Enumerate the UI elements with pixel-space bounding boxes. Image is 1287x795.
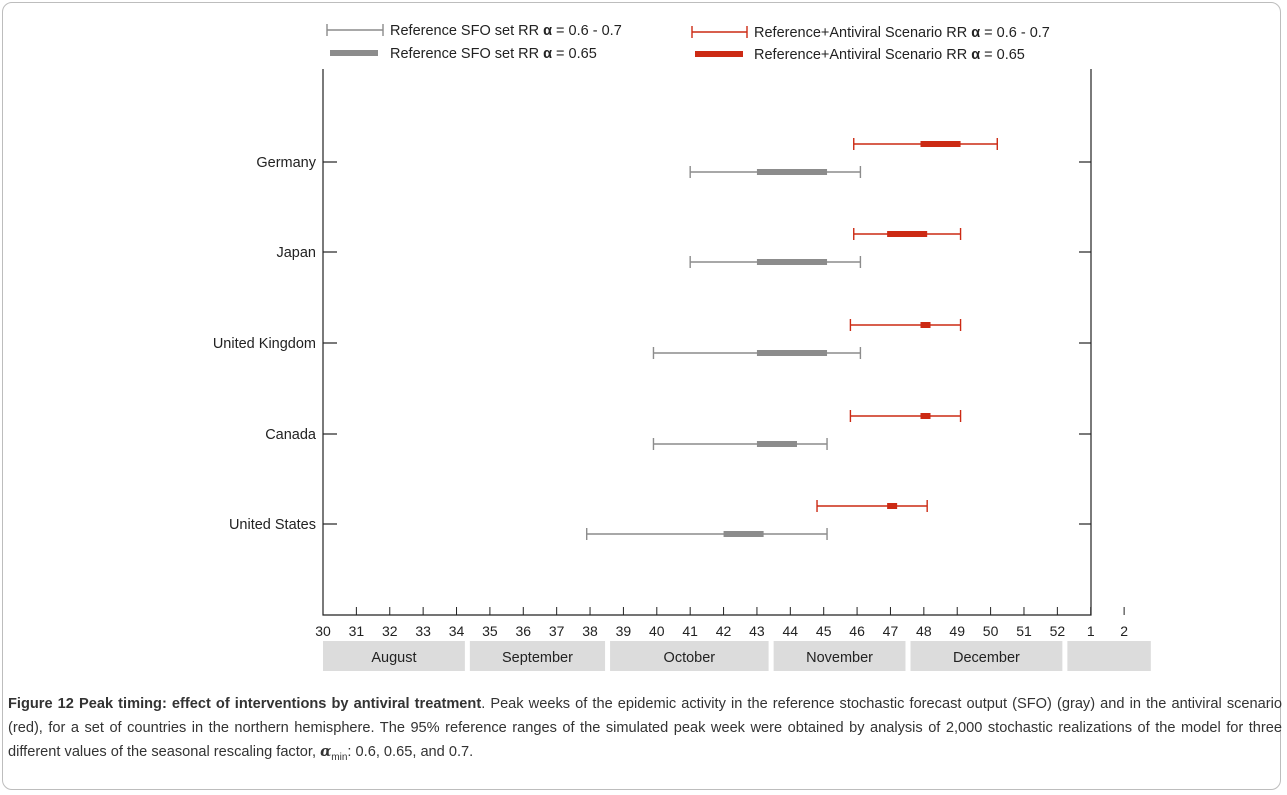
month-band [773, 641, 906, 671]
category-label: Japan [276, 245, 316, 261]
category-label: United States [229, 517, 316, 533]
month-label: November [806, 650, 873, 666]
core-bar [756, 169, 828, 175]
month-band [323, 641, 465, 671]
x-tick-label: 34 [449, 623, 465, 639]
x-tick-label: 33 [415, 623, 431, 639]
x-tick-label: 35 [482, 623, 498, 639]
core-bar [756, 259, 828, 265]
x-tick-label: 52 [1050, 623, 1066, 639]
month-label: October [664, 650, 716, 666]
category-label: United Kingdom [213, 336, 316, 352]
caption-title: Figure 12 Peak timing: effect of interve… [8, 696, 482, 712]
core-bar [887, 503, 898, 509]
x-tick-label: 50 [983, 623, 999, 639]
x-tick-label: 43 [749, 623, 765, 639]
legend-label: Reference SFO set RR α = 0.65 [390, 46, 597, 62]
x-tick-label: 36 [515, 623, 531, 639]
category-label: Germany [256, 155, 316, 171]
x-tick-label: 39 [616, 623, 632, 639]
x-tick-label: 38 [582, 623, 598, 639]
x-tick-label: 2 [1120, 623, 1128, 639]
x-tick-label: 1 [1087, 623, 1095, 639]
legend-label: Reference SFO set RR α = 0.6 - 0.7 [390, 23, 622, 39]
legend-label: Reference+Antiviral Scenario RR α = 0.6 … [754, 25, 1050, 41]
core-bar [920, 322, 931, 328]
x-tick-label: 44 [783, 623, 799, 639]
month-label: August [371, 650, 416, 666]
x-tick-label: 48 [916, 623, 932, 639]
core-bar [723, 531, 764, 537]
legend-label: Reference+Antiviral Scenario RR α = 0.65 [754, 47, 1025, 63]
month-band [469, 641, 606, 671]
x-tick-label: 45 [816, 623, 832, 639]
month-band [610, 641, 769, 671]
x-tick-label: 41 [682, 623, 698, 639]
month-label: December [953, 650, 1020, 666]
core-bar [887, 231, 928, 237]
x-tick-label: 30 [315, 623, 331, 639]
plot-frame [322, 69, 1092, 616]
category-label: Canada [265, 427, 317, 443]
x-tick-label: 42 [716, 623, 732, 639]
legend-core-swatch [695, 51, 743, 57]
x-tick-label: 32 [382, 623, 398, 639]
x-tick-label: 37 [549, 623, 565, 639]
core-bar [920, 141, 961, 147]
month-label: September [502, 650, 573, 666]
month-band [1067, 641, 1151, 671]
x-tick-label: 46 [849, 623, 865, 639]
x-tick-label: 49 [949, 623, 965, 639]
x-tick-label: 40 [649, 623, 665, 639]
figure-caption: Figure 12 Peak timing: effect of interve… [8, 693, 1282, 769]
month-band [910, 641, 1063, 671]
x-tick-label: 31 [349, 623, 365, 639]
core-bar [920, 413, 931, 419]
x-tick-label: 47 [883, 623, 899, 639]
caption-tail: : 0.6, 0.65, and 0.7. [347, 744, 474, 760]
core-bar [756, 350, 828, 356]
peak-timing-chart: 30 31 32 33 34 35 36 37 38 39 40 41 42 43 44 45 46 47 48 49… [213, 23, 1151, 671]
core-bar [756, 441, 797, 447]
legend-core-swatch [330, 50, 378, 56]
caption-alpha: α [320, 743, 332, 760]
x-tick-label: 51 [1016, 623, 1032, 639]
caption-alpha-sub: min [331, 751, 348, 763]
caption-body: . Peak weeks of the epidemic activity in… [8, 696, 1282, 760]
